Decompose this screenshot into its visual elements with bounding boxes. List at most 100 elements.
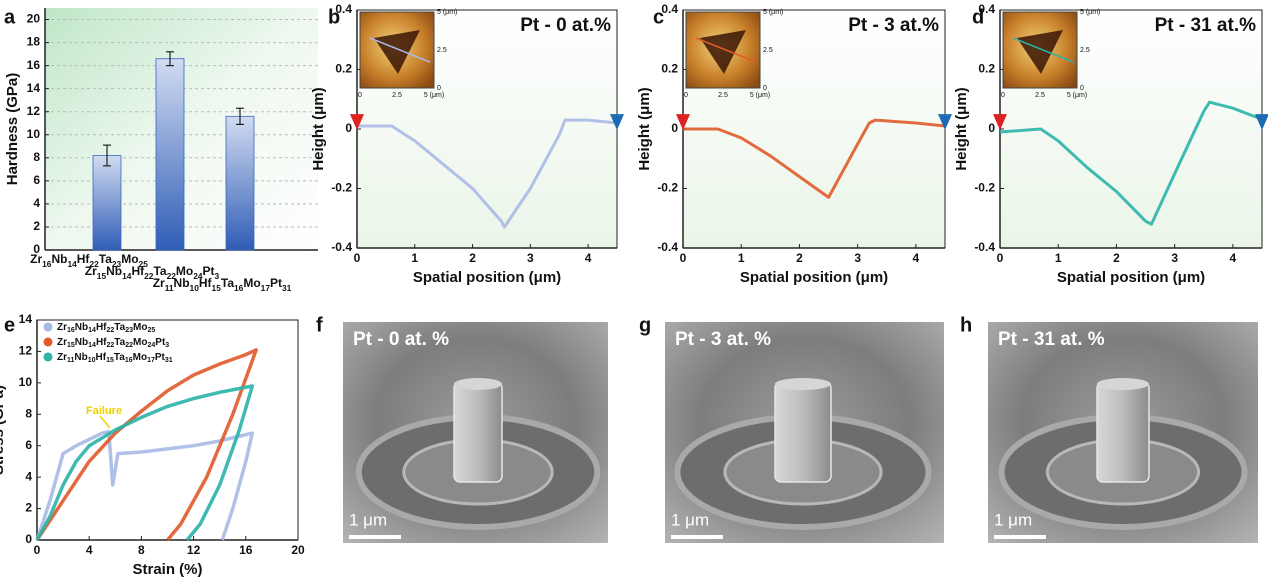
micrographs: Pt - 0 at. % 1 μm Pt - 3 at. % 1 μm Pt - 31 … — [343, 322, 1258, 543]
y-tick-label: 18 — [27, 35, 41, 49]
y-tick-label: 8 — [25, 406, 32, 420]
data-line — [683, 118, 946, 199]
x-tick-label: 0 — [680, 251, 687, 265]
legend-marker — [43, 322, 53, 332]
y-tick-label: 4 — [25, 469, 32, 483]
x-tick-label: 4 — [1230, 251, 1237, 265]
panel-label: d — [972, 6, 984, 28]
panel-label: g — [639, 314, 651, 336]
y-tick-label: 10 — [27, 127, 41, 141]
y-tick-label: 0 — [671, 121, 678, 135]
scale-bar-label: 1 μm — [671, 510, 709, 529]
y-axis-label: Stress (GPa) — [0, 385, 7, 475]
y-axis-label: Hardness (GPa) — [4, 73, 21, 186]
y-tick-label: -0.4 — [657, 240, 678, 254]
x-tick-label: 16 — [239, 543, 253, 557]
scan-line — [695, 37, 757, 63]
y-tick-label: 2 — [33, 219, 40, 233]
x-tick-label: 4 — [585, 251, 592, 265]
chart-title: Pt - 31 at.% — [1155, 15, 1256, 36]
legend-marker — [43, 352, 53, 362]
end-marker — [1255, 114, 1268, 131]
inset-y-label: 0 — [763, 85, 767, 92]
y-tick-label: 16 — [27, 58, 41, 72]
panel-label: e — [4, 314, 15, 336]
y-tick-label: 4 — [33, 196, 40, 210]
pillar — [1096, 381, 1150, 483]
y-tick-label: 0 — [25, 532, 32, 546]
x-tick-label: 2 — [1113, 251, 1120, 265]
y-tick-label: 6 — [33, 173, 40, 187]
legend-marker — [43, 337, 53, 347]
micrograph-label: Pt - 0 at. % — [353, 329, 449, 350]
y-tick-label: -0.2 — [657, 181, 678, 195]
start-marker — [350, 114, 364, 131]
x-tick-label: 1 — [738, 251, 745, 265]
inset-y-label: 5 (μm) — [437, 9, 457, 16]
y-tick-label: 0.4 — [335, 2, 352, 16]
end-marker — [938, 114, 952, 131]
pillar — [453, 381, 503, 483]
inset-y-label: 5 (μm) — [763, 9, 783, 16]
chart-title: Pt - 3 at.% — [848, 15, 939, 36]
y-tick-label: -0.2 — [331, 181, 352, 195]
inset-y-label: 5 (μm) — [1080, 9, 1100, 16]
y-tick-label: -0.4 — [331, 240, 352, 254]
start-marker — [993, 114, 1007, 131]
x-tick-label: Zr16Nb14Hf22Ta23Mo25 — [30, 252, 148, 269]
pillar-top — [454, 378, 502, 390]
annotation-arrow — [99, 415, 111, 429]
y-tick-label: 14 — [27, 81, 41, 95]
indent — [1017, 30, 1063, 74]
scale-bar-label: 1 μm — [994, 510, 1032, 529]
panel-label: c — [653, 6, 664, 28]
x-tick-label: 12 — [187, 543, 201, 557]
panel-label: h — [960, 314, 972, 336]
y-tick-label: 0 — [33, 242, 40, 256]
indent — [374, 30, 420, 74]
y-tick-label: 0 — [345, 121, 352, 135]
x-tick-label: 2 — [796, 251, 803, 265]
y-tick-label: 0.2 — [978, 62, 995, 76]
y-tick-label: 12 — [19, 344, 33, 358]
legend-label: Zr15Nb14Hf22Ta22Mo24Pt3 — [57, 337, 169, 350]
y-axis-label: Height (μm) — [636, 87, 653, 170]
y-tick-label: -0.4 — [974, 240, 995, 254]
data-line — [35, 384, 255, 542]
bar — [155, 58, 185, 251]
x-tick-label: Zr15Nb14Hf22Ta22Mo24Pt3 — [85, 264, 220, 281]
scan-line — [369, 37, 431, 63]
panel-label: b — [328, 6, 340, 28]
x-axis-label: Spatial position (μm) — [413, 269, 561, 286]
x-tick-label: 3 — [527, 251, 534, 265]
inset-x-label: 5 (μm) — [424, 92, 444, 99]
inset-y-label: 0 — [1080, 85, 1084, 92]
legend-label: Zr11Nb10Hf15Ta16Mo17Pt31 — [57, 352, 173, 365]
scan-line — [1012, 37, 1074, 63]
inset-y-label: 2.5 — [1080, 47, 1090, 54]
data-line — [999, 100, 1262, 226]
y-axis-label: Height (μm) — [310, 87, 327, 170]
panel-label: a — [4, 6, 16, 28]
inset-y-label: 0 — [437, 85, 441, 92]
y-axis-label: Height (μm) — [953, 87, 970, 170]
pillar-top — [775, 378, 831, 390]
x-axis-label: Spatial position (μm) — [1057, 269, 1205, 286]
y-tick-label: 6 — [25, 438, 32, 452]
panel-label: f — [316, 314, 323, 336]
error-bar — [103, 144, 111, 167]
inset-x-label: 5 (μm) — [750, 92, 770, 99]
x-axis-label: Strain (%) — [132, 561, 202, 578]
micrograph-label: Pt - 3 at. % — [675, 329, 771, 350]
y-tick-label: 0.4 — [661, 2, 678, 16]
x-tick-label: 0 — [34, 543, 41, 557]
x-tick-label: 4 — [86, 543, 93, 557]
x-tick-label: 3 — [1171, 251, 1178, 265]
x-tick-label: 2 — [469, 251, 476, 265]
y-tick-label: 20 — [27, 12, 41, 26]
x-tick-label: Zr11Nb10Hf15Ta16Mo17Pt31 — [153, 276, 292, 293]
inset-x-label: 0 — [684, 92, 688, 99]
indent — [700, 30, 746, 74]
y-tick-label: 10 — [19, 375, 33, 389]
